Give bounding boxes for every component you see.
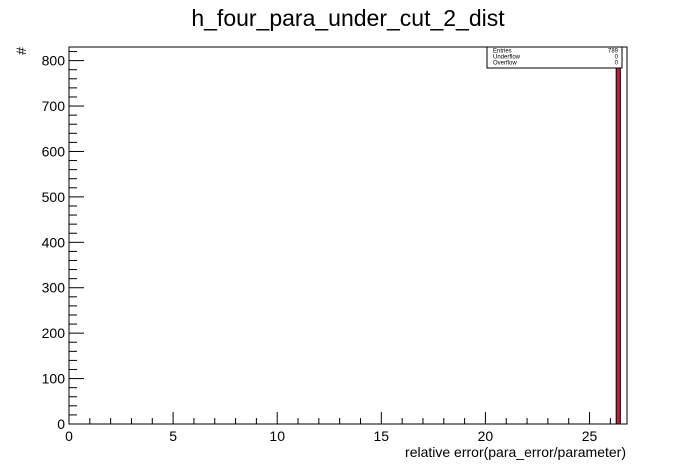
x-tick-label: 25 <box>582 428 598 444</box>
stats-label: Overflow <box>493 61 517 67</box>
x-axis: 0 5 10 15 20 25 <box>65 412 611 444</box>
stats-box: Entries 789 Underflow 0 Overflow 0 <box>486 46 623 69</box>
histogram-bar <box>615 65 621 425</box>
y-tick-label: 600 <box>42 143 66 159</box>
y-tick-label: 300 <box>42 280 66 296</box>
x-axis-label: relative error(para_error/parameter) <box>405 444 626 460</box>
x-tick-label: 5 <box>169 428 177 444</box>
y-tick-label: 800 <box>42 53 66 69</box>
stats-label: Entries <box>493 49 512 55</box>
stats-value: 789 <box>608 49 619 55</box>
stats-label: Underflow <box>493 55 521 61</box>
y-tick-label: 700 <box>42 98 66 114</box>
y-axis-label: # <box>13 47 29 55</box>
stats-value: 0 <box>615 61 619 67</box>
y-tick-label: 500 <box>42 189 66 205</box>
x-tick-label: 15 <box>374 428 390 444</box>
y-axis: 0 100 200 300 400 500 600 700 800 <box>42 51 84 432</box>
bars-layer <box>615 65 621 425</box>
x-tick-label: 0 <box>65 428 73 444</box>
x-tick-label: 10 <box>269 428 285 444</box>
y-tick-label: 100 <box>42 371 66 387</box>
stats-value: 0 <box>615 55 619 61</box>
y-tick-label: 0 <box>57 416 65 432</box>
chart-title: h_four_para_under_cut_2_dist <box>191 5 505 31</box>
x-tick-label: 20 <box>478 428 494 444</box>
y-tick-label: 400 <box>42 234 66 250</box>
y-tick-label: 200 <box>42 325 66 341</box>
stats-box-frame <box>486 46 623 69</box>
plot-frame <box>68 46 628 425</box>
